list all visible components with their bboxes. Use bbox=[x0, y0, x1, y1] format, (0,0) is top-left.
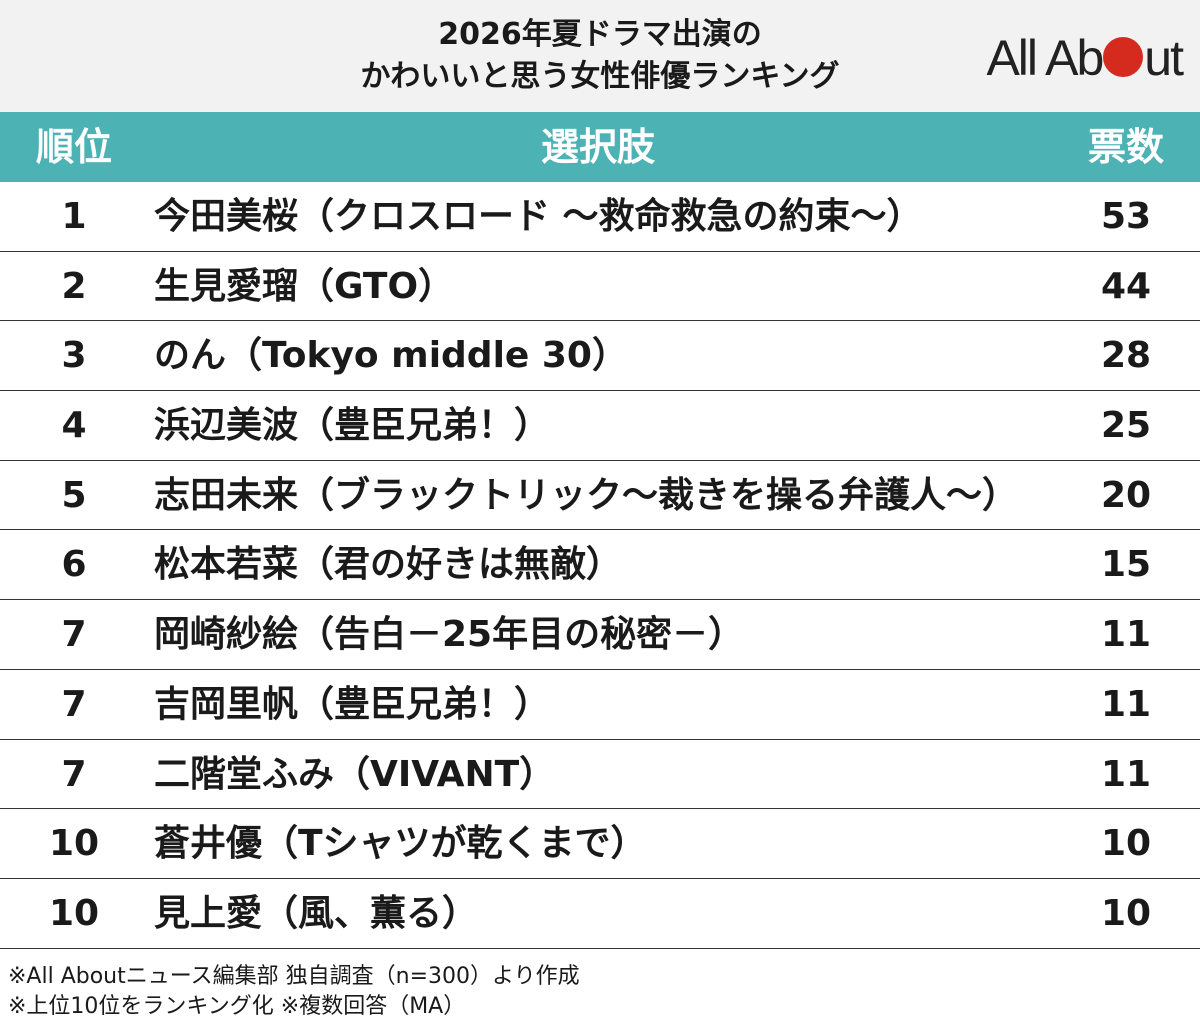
rank-cell: 6 bbox=[61, 544, 87, 586]
table-row: 5 志田未来（ブラックトリック～裁きを操る弁護人～） 20 bbox=[0, 461, 1200, 531]
votes-cell: 53 bbox=[1100, 196, 1152, 237]
table-row: 1 今田美桜（クロスロード ～救命救急の約束～） 53 bbox=[0, 182, 1200, 252]
footer-note-source: ※All Aboutニュース編集部 独自調査（n=300）より作成 bbox=[8, 964, 580, 989]
choice-cell: 志田未来（ブラックトリック～裁きを操る弁護人～） bbox=[154, 474, 1019, 516]
column-header-rank: 順位 bbox=[35, 125, 112, 169]
rank-cell: 4 bbox=[61, 405, 87, 447]
rank-cell: 1 bbox=[61, 196, 87, 237]
table-row: 3 のん（Tokyo middle 30） 28 bbox=[0, 321, 1200, 392]
title-line-1: 2026年夏ドラマ出演の bbox=[438, 17, 762, 52]
table-row: 6 松本若菜（君の好きは無敵） 15 bbox=[0, 530, 1200, 601]
title-line-2: かわいいと思う女性俳優ランキング bbox=[360, 59, 840, 94]
choice-cell: 浜辺美波（豊臣兄弟！） bbox=[154, 405, 551, 447]
votes-cell: 11 bbox=[1100, 753, 1152, 795]
rank-cell: 10 bbox=[48, 892, 100, 934]
choice-cell: のん（Tokyo middle 30） bbox=[154, 335, 628, 377]
logo-red-dot-icon bbox=[1103, 37, 1144, 77]
votes-cell: 11 bbox=[1100, 683, 1152, 725]
rank-cell: 7 bbox=[61, 683, 87, 725]
votes-cell: 15 bbox=[1100, 544, 1152, 586]
choice-cell: 見上愛（風、薫る） bbox=[154, 892, 479, 934]
table-row: 10 見上愛（風、薫る） 10 bbox=[0, 879, 1200, 949]
column-header-choice: 選択肢 bbox=[540, 125, 655, 169]
choice-cell: 吉岡里帆（豊臣兄弟！） bbox=[154, 683, 551, 725]
table-row: 2 生見愛瑠（GTO） 44 bbox=[0, 252, 1200, 322]
rank-cell: 2 bbox=[61, 265, 87, 307]
choice-cell: 蒼井優（Tシャツが乾くまで） bbox=[154, 823, 647, 865]
table-row: 7 岡崎紗絵（告白－25年目の秘密－） 11 bbox=[0, 600, 1200, 670]
table-row: 10 蒼井優（Tシャツが乾くまで） 10 bbox=[0, 809, 1200, 879]
choice-cell: 二階堂ふみ（VIVANT） bbox=[154, 753, 556, 795]
logo-text-end: ut bbox=[1144, 30, 1184, 86]
table-header: 順位 選択肢 票数 bbox=[0, 112, 1200, 182]
table-row: 7 二階堂ふみ（VIVANT） 11 bbox=[0, 740, 1200, 810]
votes-cell: 44 bbox=[1100, 265, 1152, 307]
votes-cell: 20 bbox=[1100, 474, 1152, 516]
votes-cell: 11 bbox=[1100, 614, 1152, 656]
footer-notes: ※All Aboutニュース編集部 独自調査（n=300）より作成 ※上位10位… bbox=[8, 962, 580, 1022]
rank-cell: 3 bbox=[61, 335, 87, 377]
footer-note-method: ※上位10位をランキング化 ※複数回答（MA） bbox=[8, 994, 466, 1019]
logo-text-start: All Ab bbox=[986, 30, 1104, 86]
header: 2026年夏ドラマ出演の かわいいと思う女性俳優ランキング All Ab ut bbox=[0, 0, 1200, 112]
votes-cell: 25 bbox=[1100, 405, 1152, 447]
rank-cell: 7 bbox=[61, 753, 87, 795]
ranking-table-body: 1 今田美桜（クロスロード ～救命救急の約束～） 53 2 生見愛瑠（GTO） 44 3 のん… bbox=[0, 182, 1200, 949]
votes-cell: 28 bbox=[1100, 335, 1152, 377]
rank-cell: 7 bbox=[61, 614, 87, 656]
votes-cell: 10 bbox=[1100, 823, 1152, 865]
choice-cell: 松本若菜（君の好きは無敵） bbox=[154, 544, 623, 586]
table-row: 7 吉岡里帆（豊臣兄弟！） 11 bbox=[0, 670, 1200, 740]
all-about-logo: All Ab ut bbox=[986, 28, 1184, 88]
votes-cell: 10 bbox=[1100, 892, 1152, 934]
chart-title: 2026年夏ドラマ出演の かわいいと思う女性俳優ランキング bbox=[0, 14, 1200, 98]
choice-cell: 岡崎紗絵（告白－25年目の秘密－） bbox=[154, 614, 745, 656]
choice-cell: 生見愛瑠（GTO） bbox=[154, 265, 455, 307]
column-header-votes: 票数 bbox=[1087, 125, 1164, 169]
rank-cell: 5 bbox=[61, 474, 87, 516]
rank-cell: 10 bbox=[48, 823, 100, 865]
table-row: 4 浜辺美波（豊臣兄弟！） 25 bbox=[0, 391, 1200, 461]
choice-cell: 今田美桜（クロスロード ～救命救急の約束～） bbox=[154, 196, 923, 237]
